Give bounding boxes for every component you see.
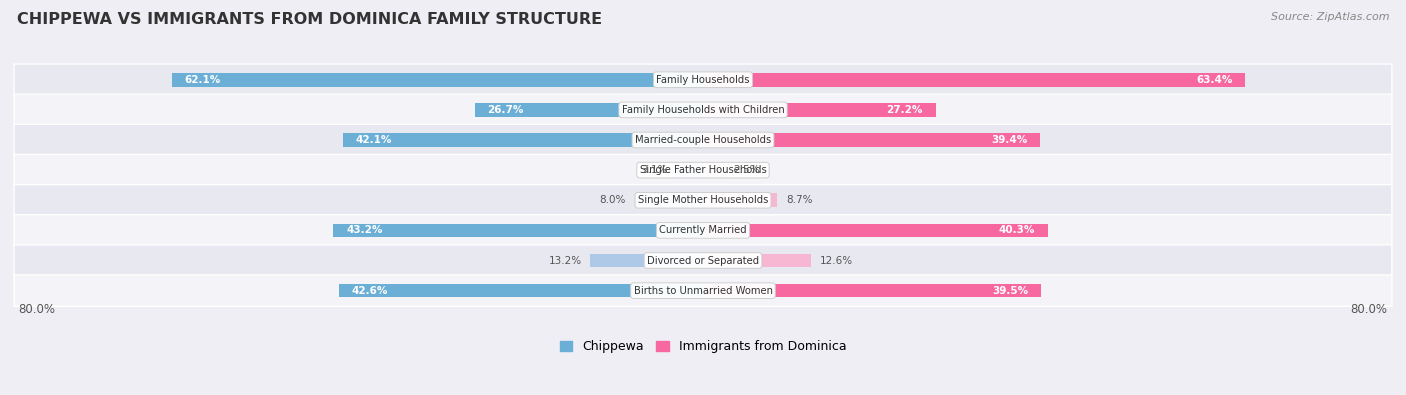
Text: 40.3%: 40.3% xyxy=(998,226,1035,235)
Bar xyxy=(676,164,703,177)
Bar xyxy=(703,194,778,207)
Text: 63.4%: 63.4% xyxy=(1197,75,1233,85)
Text: Births to Unmarried Women: Births to Unmarried Women xyxy=(634,286,772,296)
Text: Single Mother Households: Single Mother Households xyxy=(638,195,768,205)
FancyBboxPatch shape xyxy=(14,64,1392,96)
Text: 27.2%: 27.2% xyxy=(887,105,922,115)
FancyBboxPatch shape xyxy=(14,275,1392,307)
Text: 39.4%: 39.4% xyxy=(991,135,1028,145)
FancyBboxPatch shape xyxy=(14,94,1392,126)
Text: 3.1%: 3.1% xyxy=(641,165,668,175)
FancyBboxPatch shape xyxy=(14,124,1392,156)
Text: CHIPPEWA VS IMMIGRANTS FROM DOMINICA FAMILY STRUCTURE: CHIPPEWA VS IMMIGRANTS FROM DOMINICA FAM… xyxy=(17,12,602,27)
Bar xyxy=(475,103,703,117)
Bar xyxy=(703,103,936,117)
Text: 2.5%: 2.5% xyxy=(733,165,759,175)
Text: Single Father Households: Single Father Households xyxy=(640,165,766,175)
Bar xyxy=(703,164,724,177)
Bar xyxy=(634,194,703,207)
Text: Married-couple Households: Married-couple Households xyxy=(636,135,770,145)
FancyBboxPatch shape xyxy=(14,184,1392,216)
Bar xyxy=(703,284,1040,297)
Bar xyxy=(339,284,703,297)
Text: 26.7%: 26.7% xyxy=(488,105,524,115)
Text: 8.0%: 8.0% xyxy=(599,195,626,205)
Text: 42.6%: 42.6% xyxy=(352,286,388,296)
Bar xyxy=(703,73,1246,87)
Bar xyxy=(172,73,703,87)
Bar xyxy=(591,254,703,267)
FancyBboxPatch shape xyxy=(14,154,1392,186)
Text: Currently Married: Currently Married xyxy=(659,226,747,235)
Text: 80.0%: 80.0% xyxy=(18,303,56,316)
Text: 42.1%: 42.1% xyxy=(356,135,392,145)
Text: 39.5%: 39.5% xyxy=(993,286,1028,296)
Bar xyxy=(703,224,1047,237)
Text: 43.2%: 43.2% xyxy=(346,226,382,235)
Text: Family Households: Family Households xyxy=(657,75,749,85)
Legend: Chippewa, Immigrants from Dominica: Chippewa, Immigrants from Dominica xyxy=(560,340,846,353)
FancyBboxPatch shape xyxy=(14,215,1392,246)
Bar xyxy=(703,133,1040,147)
Bar xyxy=(343,133,703,147)
Bar xyxy=(333,224,703,237)
Text: 13.2%: 13.2% xyxy=(548,256,582,265)
Text: 80.0%: 80.0% xyxy=(1350,303,1388,316)
Text: 62.1%: 62.1% xyxy=(184,75,221,85)
Text: 8.7%: 8.7% xyxy=(786,195,813,205)
Bar xyxy=(703,254,811,267)
Text: Divorced or Separated: Divorced or Separated xyxy=(647,256,759,265)
Text: Source: ZipAtlas.com: Source: ZipAtlas.com xyxy=(1271,12,1389,22)
Text: Family Households with Children: Family Households with Children xyxy=(621,105,785,115)
Text: 12.6%: 12.6% xyxy=(820,256,852,265)
FancyBboxPatch shape xyxy=(14,245,1392,276)
